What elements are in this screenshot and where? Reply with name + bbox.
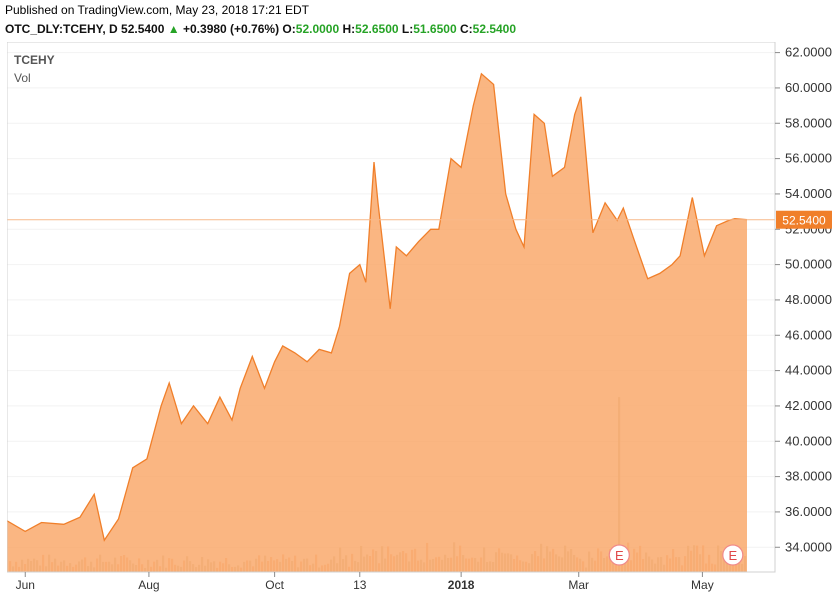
y-tick-label: 44.0000	[785, 363, 832, 378]
y-tick-label: 62.0000	[785, 45, 832, 60]
ohlc-bar: OTC_DLY:TCEHY, D 52.5400 ▲ +0.3980 (+0.7…	[5, 22, 516, 36]
x-tick-label: Mar	[568, 578, 589, 592]
y-tick-label: 54.0000	[785, 186, 832, 201]
earnings-marker-label: E	[615, 548, 624, 563]
price-line	[6, 72, 748, 542]
y-tick-label: 46.0000	[785, 327, 832, 342]
y-axis: 62.000060.000058.000056.000054.000052.00…	[775, 45, 832, 554]
last-price: 52.5400	[121, 22, 165, 36]
price-tag-label: 52.5400	[782, 214, 826, 228]
symbol-label: OTC_DLY:TCEHY, D	[5, 22, 118, 36]
y-tick-label: 48.0000	[785, 292, 832, 307]
price-area	[7, 73, 747, 573]
y-tick-label: 34.0000	[785, 539, 832, 554]
x-tick-label: Oct	[265, 578, 284, 592]
close-label: C:	[459, 22, 473, 36]
last-price-tag: 52.5400	[776, 210, 832, 229]
earnings-marker	[722, 544, 744, 566]
vol-legend: Vol	[14, 71, 31, 85]
x-tick-label: 2018	[448, 578, 475, 592]
y-tick-label: 36.0000	[785, 504, 832, 519]
y-tick-label: 40.0000	[785, 433, 832, 448]
low-label: L:	[401, 22, 414, 36]
x-tick-label: Aug	[138, 578, 159, 592]
x-tick-label: Jun	[16, 578, 35, 592]
open-value: 52.0000	[295, 22, 340, 36]
price-tag-box	[776, 210, 832, 229]
plot-border	[6, 41, 776, 573]
earnings-marker-label: E	[728, 548, 737, 563]
earnings-marker	[608, 544, 630, 566]
high-value: 52.6500	[355, 22, 399, 36]
y-tick-label: 38.0000	[785, 469, 832, 484]
y-tick-label: 50.0000	[785, 257, 832, 272]
up-arrow-icon: ▲	[167, 22, 180, 36]
x-tick-label: 13	[353, 578, 367, 592]
y-tick-label: 58.0000	[785, 115, 832, 130]
y-tick-label: 60.0000	[785, 80, 832, 95]
change-value: +0.3980 (+0.76%)	[183, 22, 280, 36]
y-tick-label: 42.0000	[785, 398, 832, 413]
open-label: O:	[282, 22, 296, 36]
y-tick-label: 56.0000	[785, 151, 832, 166]
high-label: H:	[342, 22, 356, 36]
x-tick-label: May	[691, 578, 714, 592]
x-axis: Jun Aug Oct 13 2018 Mar May	[16, 572, 714, 592]
low-value: 51.6500	[413, 22, 457, 36]
close-value: 52.5400	[472, 22, 517, 36]
ticker-legend: TCEHY	[14, 53, 55, 67]
published-caption: Published on TradingView.com, May 23, 20…	[5, 3, 309, 17]
